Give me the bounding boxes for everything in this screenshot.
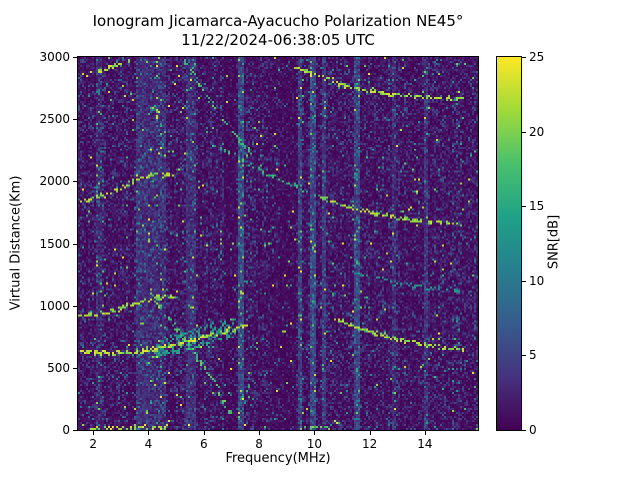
- y-axis-label: Virtual Distance(Km): [8, 175, 24, 311]
- colorbar-tick: [522, 57, 526, 58]
- y-tick: [73, 57, 77, 58]
- y-tick: [73, 430, 77, 431]
- x-tick: [369, 431, 371, 435]
- colorbar-tick-label: 0: [529, 423, 537, 437]
- x-tick: [148, 431, 150, 435]
- x-tick: [259, 431, 261, 435]
- y-tick: [73, 305, 77, 307]
- y-tick-label: 1000: [39, 298, 70, 313]
- colorbar-tick: [522, 430, 526, 431]
- x-tick-label: 2: [89, 437, 98, 451]
- x-tick: [424, 431, 426, 435]
- x-tick: [203, 431, 205, 435]
- chart-subtitle: 11/22/2024-06:38:05 UTC: [181, 31, 375, 49]
- colorbar-gradient: [497, 57, 521, 430]
- colorbar-tick-label: 20: [529, 124, 545, 139]
- y-tick-label: 2500: [39, 112, 70, 127]
- colorbar-tick-label: 15: [529, 199, 545, 214]
- colorbar-tick-label: 25: [529, 50, 545, 64]
- x-tick: [93, 431, 95, 435]
- colorbar-tick-label: 10: [529, 273, 545, 288]
- x-tick-label: 6: [199, 437, 208, 451]
- colorbar-label: SNR[dB]: [546, 214, 562, 270]
- y-tick: [73, 367, 77, 369]
- colorbar-tick: [522, 206, 526, 208]
- plot-area: [77, 56, 479, 431]
- x-tick: [314, 431, 316, 435]
- x-axis-label: Frequency(MHz): [225, 451, 331, 466]
- chart-title: Ionogram Jicamarca-Ayacucho Polarization…: [92, 12, 464, 30]
- x-tick-label: 12: [361, 437, 378, 451]
- y-tick: [73, 181, 77, 183]
- y-tick-label: 3000: [39, 50, 70, 64]
- x-tick-label: 14: [417, 437, 433, 451]
- y-tick-label: 0: [62, 423, 70, 437]
- colorbar: [496, 56, 522, 431]
- colorbar-tick: [522, 131, 526, 133]
- colorbar-tick: [522, 280, 526, 282]
- ionogram-canvas: [78, 57, 478, 430]
- y-tick-label: 2000: [39, 174, 70, 189]
- x-tick-label: 4: [144, 437, 153, 451]
- y-tick-label: 1500: [39, 236, 70, 251]
- y-tick: [73, 243, 77, 245]
- x-tick-label: 10: [306, 437, 322, 451]
- x-tick-label: 8: [255, 437, 263, 451]
- colorbar-tick-label: 5: [529, 348, 537, 363]
- colorbar-tick: [522, 355, 526, 357]
- y-tick: [73, 119, 77, 121]
- y-tick-label: 500: [47, 360, 70, 375]
